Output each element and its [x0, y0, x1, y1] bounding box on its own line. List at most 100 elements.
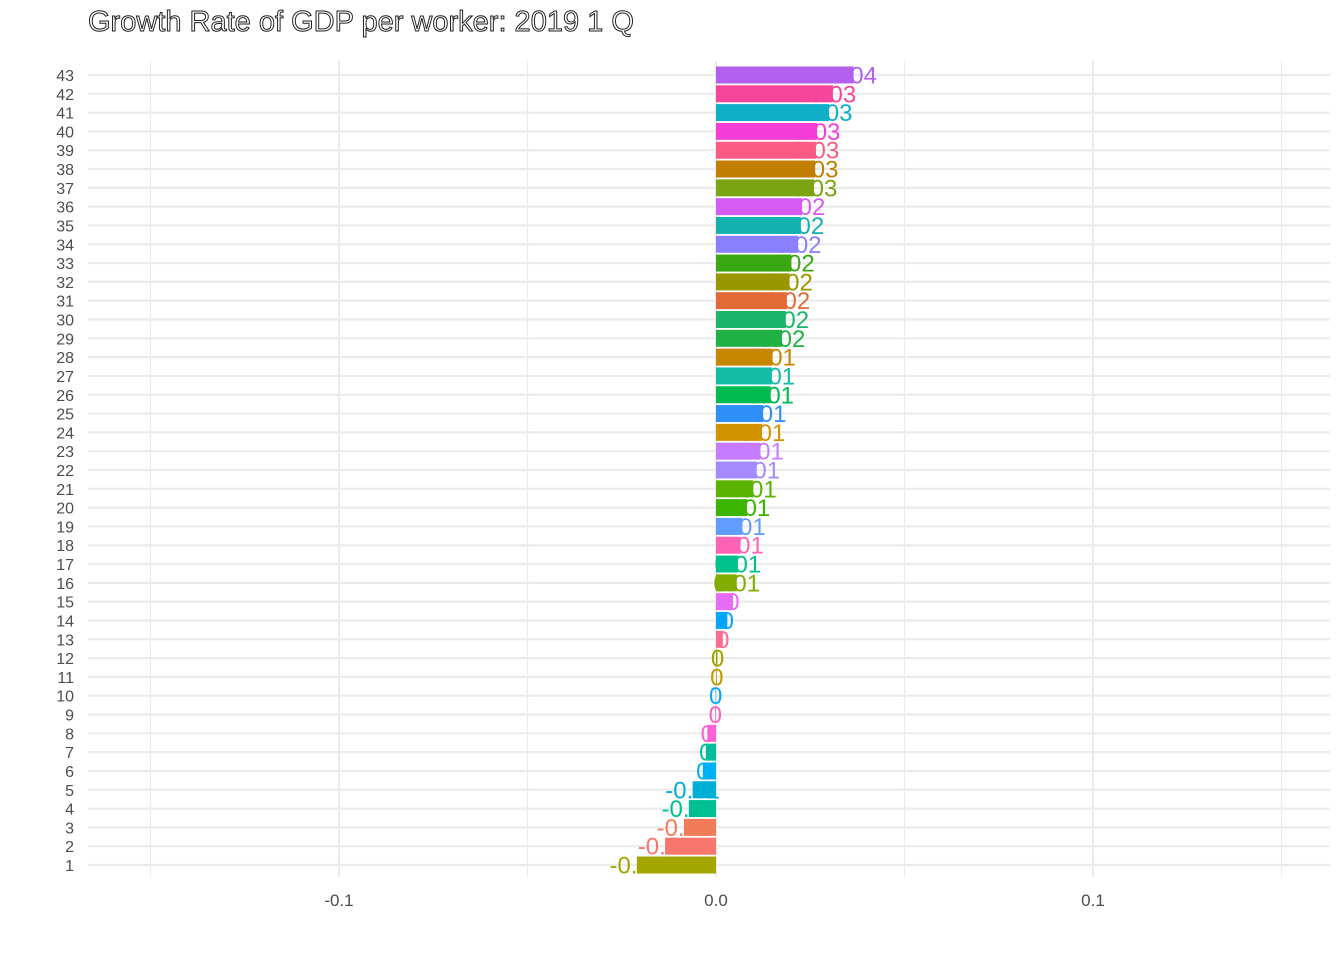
y-tick-label: 42 [56, 87, 74, 104]
bar [716, 367, 772, 385]
bar [716, 311, 786, 329]
y-tick-label: 13 [56, 632, 74, 649]
y-tick-label: 41 [56, 106, 74, 123]
y-tick-label: 20 [56, 501, 74, 518]
bars [636, 66, 854, 874]
bar-value-label: 0.01 [715, 552, 762, 579]
bar [716, 423, 762, 441]
bar-value-label: 0 [699, 740, 712, 767]
y-tick-label: 27 [56, 369, 74, 386]
y-tick-label: 32 [56, 275, 74, 292]
bar [716, 254, 792, 272]
bar [636, 856, 716, 874]
y-tick-label: 8 [65, 726, 74, 743]
bar [707, 724, 716, 742]
bar [716, 122, 818, 140]
bar [716, 198, 802, 216]
y-tick-label: 31 [56, 294, 74, 311]
bar [716, 66, 854, 84]
bar-value-label: -0.01 [657, 815, 712, 842]
bar [716, 668, 717, 686]
bar-value-label: 0.03 [792, 157, 839, 184]
y-tick-label: 14 [56, 613, 74, 630]
bar [705, 743, 716, 761]
bar [716, 630, 723, 648]
bar-value-label: 0 [711, 646, 724, 673]
bar-value-label: 0.01 [749, 345, 796, 372]
bar [716, 536, 741, 554]
bar-value-label: 0.01 [724, 495, 771, 522]
y-tick-label: 43 [56, 68, 74, 85]
bar [716, 329, 782, 347]
bar [716, 517, 743, 535]
bar-value-label: 0.01 [747, 382, 794, 409]
bar [716, 611, 728, 629]
bar-value-label: -0.02 [609, 853, 664, 880]
y-tick-label: 21 [56, 482, 74, 499]
bar [702, 762, 716, 780]
x-tick-label: 0.0 [704, 891, 728, 910]
bar [716, 348, 773, 366]
bar-value-label: 0.01 [719, 514, 766, 541]
bar-value-label: 0.02 [762, 307, 809, 334]
bar [716, 235, 799, 253]
bar-value-label: 0.02 [759, 326, 806, 353]
bar [688, 800, 716, 818]
bar-value-label: -0.01 [638, 834, 693, 861]
bar [665, 837, 716, 855]
y-tick-label: 6 [65, 764, 74, 781]
bar-value-label: 0.01 [739, 420, 786, 447]
y-tick-label: 18 [56, 538, 74, 555]
y-tick-label: 34 [56, 237, 74, 254]
bar-value-label: 0.02 [777, 213, 824, 240]
bar [716, 216, 801, 234]
bar-value-label: 0 [701, 721, 714, 748]
y-tick-label: 37 [56, 181, 74, 198]
chart-title: Growth Rate of GDP per worker: 2019 1 Q [88, 6, 635, 39]
x-tick-label: -0.1 [324, 891, 353, 910]
bar [683, 818, 716, 836]
x-tick-label: 0.1 [1081, 891, 1105, 910]
y-tick-label: 11 [57, 670, 74, 687]
y-tick-label: 28 [56, 350, 74, 367]
bar-value-label: 0.01 [733, 457, 780, 484]
bar-value-label: -0.01 [662, 796, 717, 823]
y-tick-label: 2 [65, 839, 74, 856]
bar-value-label: 0 [710, 664, 723, 691]
y-tick-label: 4 [65, 802, 74, 819]
bar-value-label: 0.02 [768, 251, 815, 278]
bar-value-label: 0.01 [730, 476, 777, 503]
bar-value-label: 0 [716, 627, 729, 654]
bar [716, 480, 754, 498]
bar-value-label: 0 [726, 589, 739, 616]
y-tick-label: 3 [65, 820, 74, 837]
bar-value-label: 0.03 [793, 138, 840, 165]
bar-value-label: 0.01 [717, 533, 764, 560]
bar-value-label: 0 [709, 683, 722, 710]
y-tick-label: 36 [56, 200, 74, 217]
y-tick-label: 25 [56, 407, 74, 424]
y-tick-label: 40 [56, 124, 74, 141]
bar [716, 273, 790, 291]
bar [716, 593, 733, 611]
bar-value-label: 0.02 [764, 288, 811, 315]
bar [716, 141, 816, 159]
bar [716, 405, 764, 423]
y-tick-label: 19 [56, 519, 74, 536]
bar [716, 85, 833, 103]
y-tick-label: 26 [56, 388, 74, 405]
bar-value-label: 0.02 [766, 269, 813, 296]
bar [716, 649, 718, 667]
bar [716, 499, 747, 517]
bar [716, 292, 787, 310]
bar-labels: -0.02-0.01-0.01-0.01-0.0100000000000.010… [609, 62, 876, 879]
bar-value-label: 0.02 [775, 232, 822, 259]
bar [715, 687, 717, 705]
bar-value-label: 0 [721, 608, 734, 635]
y-tick-label: 33 [56, 256, 74, 273]
y-tick-label: 35 [56, 218, 74, 235]
bar [716, 461, 757, 479]
y-tick-label: 15 [56, 595, 74, 612]
bar [716, 386, 771, 404]
